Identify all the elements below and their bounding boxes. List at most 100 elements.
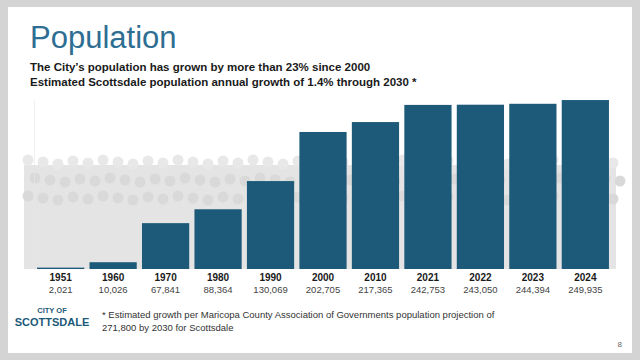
crowd-head <box>608 158 619 169</box>
bar <box>90 262 137 269</box>
data-label: 10,026 <box>99 284 128 295</box>
y-axis-line <box>34 101 35 270</box>
slide-border <box>0 0 640 360</box>
logo-line: CITY OF <box>37 306 67 315</box>
crowd-head <box>608 194 619 205</box>
crowd-head <box>68 156 79 167</box>
crowd-head <box>158 158 169 169</box>
subtitle: The City’s population has grown by more … <box>30 61 370 73</box>
crowd-head <box>188 157 199 168</box>
x-tick-label: 1980 <box>207 272 230 283</box>
crowd-head <box>218 156 229 167</box>
x-tick: 2021 <box>417 272 440 283</box>
crowd-head <box>38 157 49 168</box>
crowd-head <box>45 175 56 186</box>
x-tick-label: 2000 <box>312 272 335 283</box>
data-label: 244,394 <box>516 284 550 295</box>
data-label: 217,365 <box>358 284 392 295</box>
crowd-head <box>203 159 214 170</box>
x-tick: 2024 <box>574 272 597 283</box>
crowd-head <box>98 155 109 166</box>
data-label: 249,935 <box>568 284 602 295</box>
crowd-head <box>233 194 244 205</box>
x-tick-label: 1951 <box>50 272 73 283</box>
x-tick: 1960 <box>102 272 125 283</box>
crowd-head <box>195 175 206 186</box>
crowd-head <box>98 191 109 202</box>
crowd-head <box>53 195 64 206</box>
crowd-head <box>128 159 139 170</box>
crowd-head <box>83 158 94 169</box>
crowd-head <box>143 156 154 167</box>
bar <box>194 209 241 269</box>
crowd-head <box>225 174 236 185</box>
crowd-head <box>128 195 139 206</box>
crowd-head <box>173 155 184 166</box>
x-tick-label: 2021 <box>417 272 440 283</box>
bars <box>37 100 609 269</box>
crowd-head <box>23 155 34 166</box>
crowd-head <box>143 192 154 203</box>
crowd-head <box>203 195 214 206</box>
crowd-head <box>615 176 626 187</box>
bar <box>562 100 609 269</box>
crowd-head <box>188 193 199 204</box>
x-tick: 1990 <box>259 272 282 283</box>
x-tick: 1951 <box>50 272 73 283</box>
logo-line: SCOTTSDALE <box>15 316 90 328</box>
crowd-head <box>233 158 244 169</box>
bar <box>509 104 556 269</box>
x-tick-label: 1990 <box>259 272 282 283</box>
data-label: 2,021 <box>49 284 73 295</box>
crowd-head <box>278 159 289 170</box>
x-tick: 2023 <box>522 272 545 283</box>
x-tick-label: 2022 <box>469 272 492 283</box>
crowd-head <box>218 192 229 203</box>
slide: Population The City’s population has grow… <box>0 0 640 360</box>
x-tick: 2000 <box>312 272 335 283</box>
crowd-head <box>210 177 221 188</box>
x-tick: 1970 <box>154 272 177 283</box>
bar <box>404 105 451 269</box>
x-tick-label: 1970 <box>154 272 177 283</box>
bar <box>352 122 399 269</box>
x-tick-label: 2023 <box>522 272 545 283</box>
crowd-head <box>60 177 71 188</box>
crowd-head <box>30 173 41 184</box>
crowd-head <box>113 157 124 168</box>
footnote: * Estimated growth per Maricopa County A… <box>102 309 495 320</box>
crowd-head <box>263 157 274 168</box>
crowd-head <box>53 159 64 170</box>
crowd-head <box>165 176 176 187</box>
bar <box>299 132 346 269</box>
x-tick-label: 2024 <box>574 272 597 283</box>
data-label: 67,841 <box>151 284 180 295</box>
data-label: 202,705 <box>306 284 340 295</box>
subtitle: Estimated Scottsdale population annual g… <box>30 76 417 88</box>
x-tick: 1980 <box>207 272 230 283</box>
crowd-head <box>248 155 259 166</box>
bar <box>37 268 84 269</box>
data-label: 130,069 <box>253 284 287 295</box>
crowd-head <box>120 175 131 186</box>
bar <box>142 223 189 269</box>
data-label: 88,364 <box>204 284 233 295</box>
crowd-head <box>83 194 94 205</box>
crowd-head <box>105 173 116 184</box>
crowd-head <box>113 193 124 204</box>
title: Population <box>30 20 177 55</box>
footnote: 271,800 by 2030 for Scottsdale <box>102 322 234 333</box>
slide-panel <box>8 7 632 353</box>
crowd-head <box>173 191 184 202</box>
data-label: 243,050 <box>463 284 497 295</box>
y-axis <box>34 101 35 270</box>
crowd-head <box>90 176 101 187</box>
page-number: 8 <box>618 340 623 349</box>
crowd-head <box>75 174 86 185</box>
x-tick: 2022 <box>469 272 492 283</box>
crowd-head <box>38 193 49 204</box>
x-tick: 2010 <box>364 272 387 283</box>
crowd-head <box>135 177 146 188</box>
data-label: 242,753 <box>411 284 445 295</box>
crowd-head <box>158 194 169 205</box>
